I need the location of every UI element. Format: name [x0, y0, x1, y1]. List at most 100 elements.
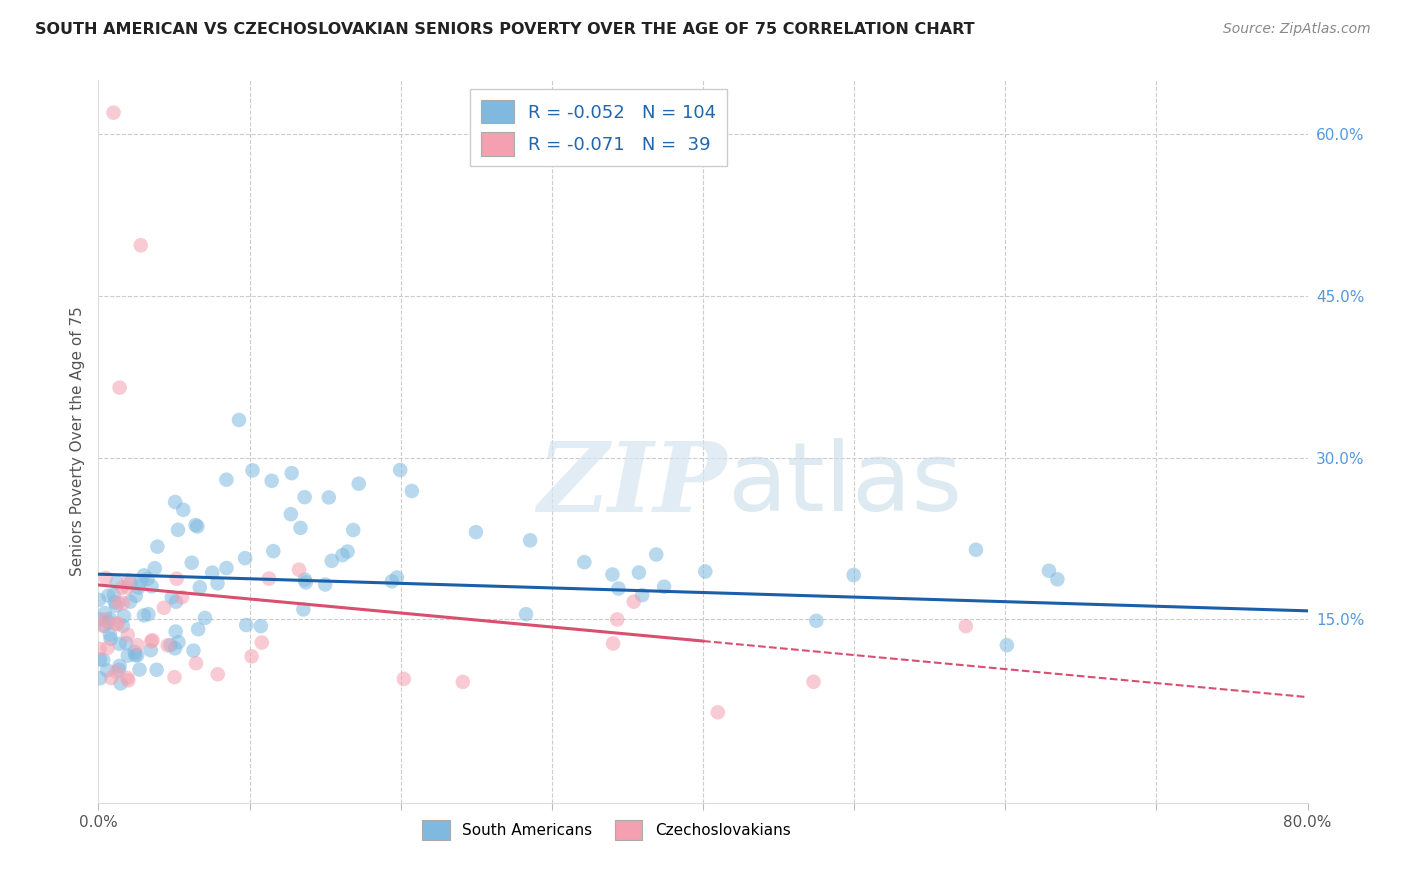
- Point: [163, 641, 186, 656]
- Point: [143, 561, 166, 575]
- Point: [139, 643, 162, 657]
- Point: [105, 617, 128, 632]
- Point: [97, 589, 120, 603]
- Point: [842, 568, 865, 582]
- Point: [89, 641, 111, 656]
- Point: [115, 636, 138, 650]
- Point: [91, 618, 114, 632]
- Point: [127, 648, 149, 662]
- Point: [955, 619, 977, 633]
- Point: [292, 602, 315, 616]
- Point: [965, 542, 987, 557]
- Point: [104, 595, 127, 609]
- Point: [166, 572, 188, 586]
- Point: [153, 600, 176, 615]
- Point: [129, 574, 152, 588]
- Point: [94, 606, 117, 620]
- Point: [194, 611, 217, 625]
- Point: [93, 619, 115, 633]
- Point: [100, 632, 122, 646]
- Point: [342, 523, 364, 537]
- Point: [170, 591, 193, 605]
- Point: [260, 474, 283, 488]
- Point: [235, 618, 257, 632]
- Point: [332, 548, 354, 562]
- Point: [188, 580, 211, 594]
- Point: [184, 657, 207, 671]
- Point: [574, 555, 596, 569]
- Point: [103, 105, 125, 120]
- Point: [96, 664, 118, 678]
- Point: [465, 525, 488, 540]
- Point: [110, 676, 132, 690]
- Point: [107, 616, 129, 631]
- Point: [806, 614, 828, 628]
- Point: [103, 588, 125, 602]
- Point: [1046, 572, 1069, 586]
- Point: [519, 533, 541, 548]
- Point: [120, 575, 142, 590]
- Point: [318, 491, 340, 505]
- Point: [117, 648, 139, 663]
- Point: [280, 466, 302, 480]
- Point: [451, 674, 474, 689]
- Point: [129, 238, 152, 252]
- Point: [159, 638, 181, 652]
- Point: [280, 507, 302, 521]
- Point: [215, 473, 238, 487]
- Point: [167, 635, 190, 649]
- Point: [623, 594, 645, 608]
- Point: [602, 636, 624, 650]
- Point: [100, 671, 122, 685]
- Point: [707, 706, 730, 720]
- Point: [108, 381, 131, 395]
- Point: [602, 567, 624, 582]
- Point: [145, 663, 167, 677]
- Point: [240, 649, 263, 664]
- Point: [389, 463, 412, 477]
- Point: [138, 607, 160, 621]
- Point: [250, 635, 273, 649]
- Point: [117, 671, 139, 685]
- Point: [105, 575, 128, 590]
- Point: [97, 640, 120, 655]
- Point: [117, 573, 139, 587]
- Point: [91, 653, 114, 667]
- Point: [132, 608, 155, 623]
- Point: [180, 556, 202, 570]
- Point: [652, 580, 675, 594]
- Point: [110, 581, 132, 595]
- Point: [128, 663, 150, 677]
- Point: [136, 572, 159, 586]
- Point: [98, 612, 121, 626]
- Point: [89, 612, 111, 626]
- Point: [187, 622, 209, 636]
- Point: [105, 599, 128, 613]
- Point: [392, 672, 415, 686]
- Point: [160, 591, 183, 605]
- Point: [141, 634, 163, 648]
- Point: [112, 609, 135, 624]
- Point: [321, 554, 343, 568]
- Point: [385, 570, 408, 584]
- Point: [117, 581, 139, 595]
- Point: [120, 595, 142, 609]
- Point: [141, 579, 163, 593]
- Point: [165, 495, 187, 509]
- Point: [107, 596, 129, 610]
- Point: [314, 577, 336, 591]
- Point: [201, 566, 224, 580]
- Point: [125, 589, 148, 603]
- Point: [156, 638, 179, 652]
- Text: ZIP: ZIP: [537, 438, 727, 532]
- Point: [132, 568, 155, 582]
- Point: [167, 523, 190, 537]
- Point: [288, 563, 311, 577]
- Point: [631, 588, 654, 602]
- Point: [228, 413, 250, 427]
- Point: [184, 518, 207, 533]
- Point: [87, 592, 110, 607]
- Text: Source: ZipAtlas.com: Source: ZipAtlas.com: [1223, 22, 1371, 37]
- Point: [257, 572, 280, 586]
- Point: [89, 671, 111, 685]
